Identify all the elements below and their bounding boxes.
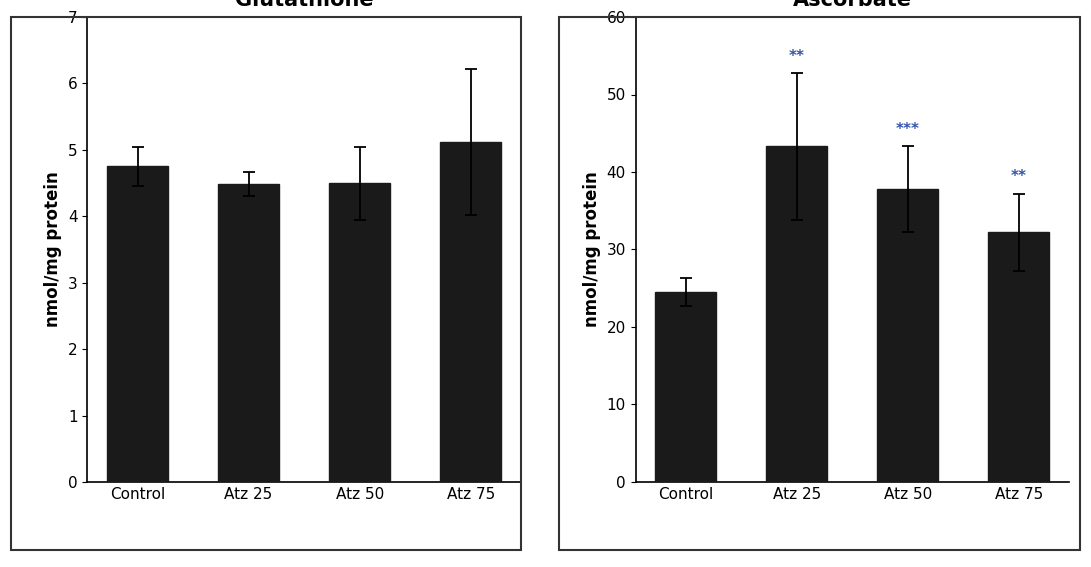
Bar bbox=[988, 232, 1050, 482]
Bar bbox=[329, 183, 391, 482]
Y-axis label: nmol/mg protein: nmol/mg protein bbox=[583, 172, 601, 327]
Bar bbox=[877, 189, 938, 482]
Title: Ascorbate: Ascorbate bbox=[793, 0, 912, 10]
Text: **: ** bbox=[1011, 170, 1027, 184]
Bar bbox=[218, 184, 279, 482]
Y-axis label: nmol/mg protein: nmol/mg protein bbox=[45, 172, 62, 327]
Bar bbox=[766, 146, 827, 482]
Bar bbox=[107, 167, 168, 482]
Title: Glutathione: Glutathione bbox=[235, 0, 373, 10]
Bar bbox=[656, 292, 717, 482]
Text: **: ** bbox=[789, 49, 805, 64]
Text: ***: *** bbox=[896, 122, 920, 137]
Bar bbox=[440, 142, 501, 482]
